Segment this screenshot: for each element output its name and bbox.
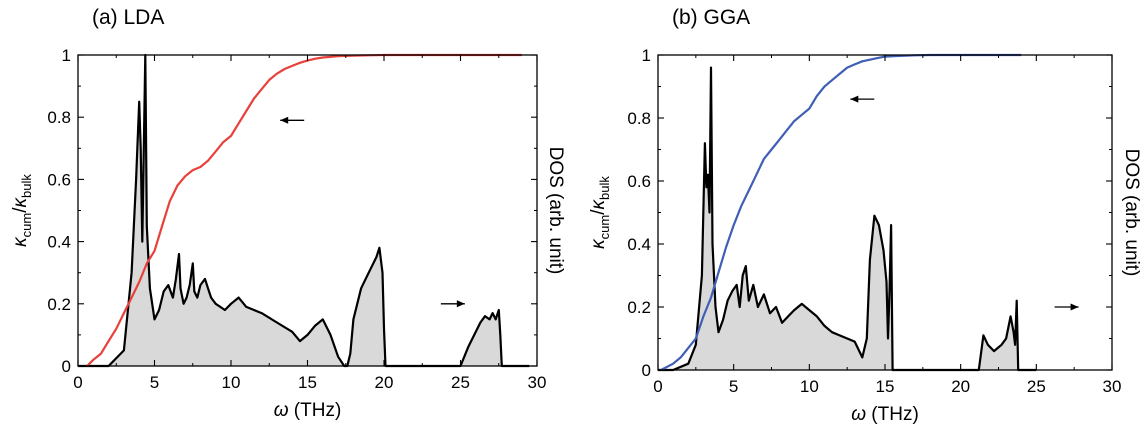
x-tick-label: 20	[375, 373, 394, 392]
kappa-subscript-cum: cum	[597, 215, 612, 240]
y-tick-label: 0.4	[627, 235, 651, 254]
x-tick-label: 15	[876, 377, 895, 396]
x-axis-unit: (THz)	[866, 404, 919, 425]
y-tick-label: 0.2	[627, 298, 651, 317]
y-tick-label: 0	[642, 361, 651, 380]
y-axis-label-left: κcum/κbulk	[10, 174, 34, 247]
kappa-cumulative-line	[660, 53, 1022, 371]
y-tick-label: 0.8	[627, 109, 651, 128]
x-axis-label: ω (THz)	[274, 400, 342, 421]
y-tick-label: 0	[62, 357, 71, 376]
kappa-symbol: κ	[588, 238, 609, 249]
panel-title: (a) LDA	[92, 6, 164, 29]
chart-panel-gga: 0 5 10 15 20 25 30 0 0.2 0.4 0.6 0.8 1 (b) GGA ω (THz)…	[588, 6, 1142, 425]
x-tick-label: 10	[222, 373, 241, 392]
y-tick-label: 0.8	[47, 108, 71, 127]
kappa-symbol: κ	[10, 236, 31, 247]
x-tick-label: 25	[1027, 377, 1046, 396]
kappa-subscript-bulk: bulk	[19, 174, 34, 198]
x-tick-label: 20	[951, 377, 970, 396]
y-tick-label: 0.4	[47, 233, 71, 252]
kappa-symbol-2: κ	[10, 197, 31, 208]
y-axis-label-left: κcum/κbulk	[588, 176, 612, 249]
dos-fill-area	[658, 67, 1037, 370]
y-tick-label: 0.6	[627, 172, 651, 191]
y-tick-label: 0.2	[47, 295, 71, 314]
x-tick-label: 30	[1103, 377, 1122, 396]
slash: /	[588, 209, 609, 215]
chart-panel-lda: 0 5 10 15 20 25 30 0 0.2 0.4 0.6 0.8 1 (a) LDA ω (THz)…	[10, 6, 566, 421]
kappa-subscript-bulk: bulk	[597, 176, 612, 200]
x-tick-label: 25	[451, 373, 470, 392]
x-tick-label: 15	[298, 373, 317, 392]
y-tick-label: 1	[62, 46, 71, 65]
slash: /	[10, 207, 31, 213]
dos-fill-area	[78, 55, 530, 366]
kappa-symbol-2: κ	[588, 199, 609, 210]
y-tick-label: 0.6	[47, 170, 71, 189]
arrow-left-head	[850, 95, 859, 103]
x-tick-label: 5	[729, 377, 738, 396]
kappa-subscript-cum: cum	[19, 213, 34, 238]
x-tick-label: 10	[800, 377, 819, 396]
x-tick-label: 0	[73, 373, 82, 392]
x-axis-label: ω (THz)	[851, 404, 919, 425]
arrow-left-head	[280, 116, 289, 124]
panel-title: (b) GGA	[672, 6, 750, 29]
x-tick-label: 0	[653, 377, 662, 396]
x-axis-symbol: ω	[851, 404, 866, 425]
y-tick-label: 1	[642, 46, 651, 65]
y-axis-label-right: DOS (arb. unit)	[1121, 149, 1142, 277]
x-axis-unit: (THz)	[289, 400, 342, 421]
y-axis-label-right: DOS (arb. unit)	[545, 147, 566, 275]
x-tick-label: 5	[150, 373, 159, 392]
x-tick-label: 30	[528, 373, 547, 392]
x-axis-symbol: ω	[274, 400, 289, 421]
arrow-right-head	[456, 300, 465, 308]
kappa-cumulative-line	[86, 53, 522, 367]
arrow-right-head	[1070, 303, 1079, 311]
dos-line	[658, 66, 1037, 372]
